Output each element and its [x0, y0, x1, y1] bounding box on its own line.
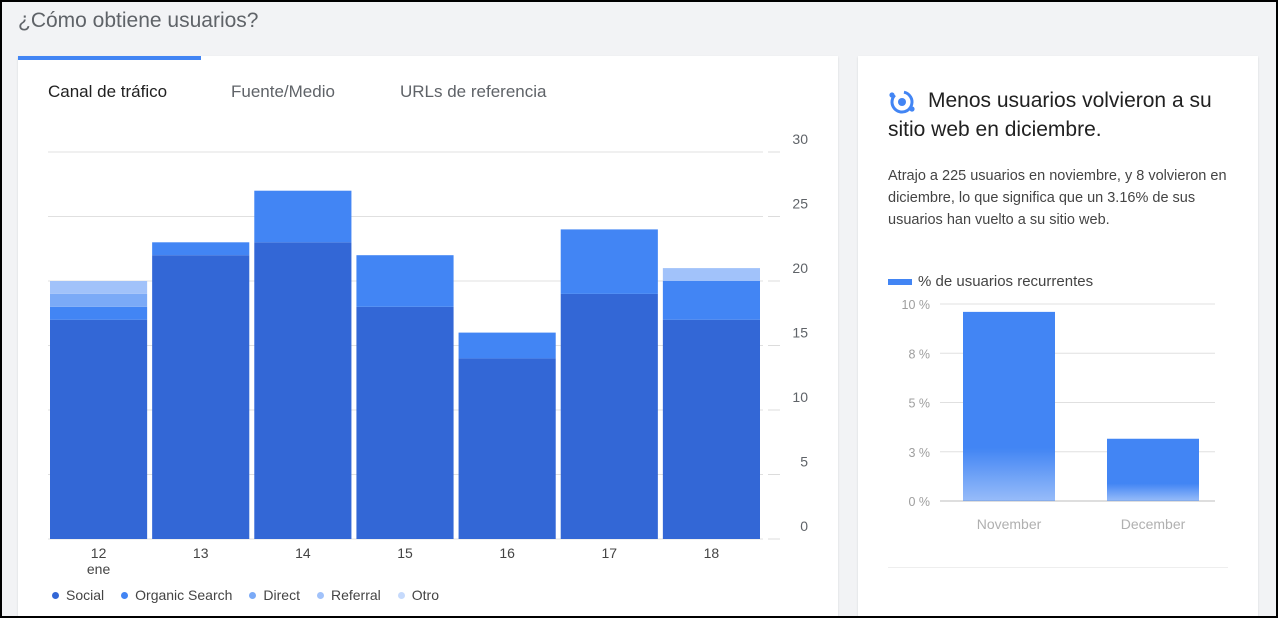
bar-segment-social[interactable] — [50, 319, 148, 539]
y-tick-label: 10 — [792, 389, 808, 405]
mini-y-tick-label: 10 % — [902, 298, 931, 312]
legend-label-social: Social — [66, 587, 105, 603]
mini-chart-legend: % de usuarios recurrentes — [888, 273, 1093, 290]
bar-segment-social[interactable] — [356, 306, 454, 539]
legend-item-referral[interactable]: Referral — [316, 587, 381, 603]
bar-segment-organic-search[interactable] — [662, 281, 760, 320]
tab-fuente-medio[interactable]: Fuente/Medio — [231, 82, 335, 101]
legend-dot-social — [52, 591, 59, 599]
bar-segment-organic-search[interactable] — [50, 306, 148, 320]
legend-dot-direct — [249, 591, 257, 599]
x-tick-label: 12 — [91, 545, 107, 561]
x-tick-label: 14 — [295, 545, 311, 561]
mini-y-tick-label: 0 % — [908, 495, 930, 509]
bar-segment-organic-search[interactable] — [356, 255, 454, 307]
insight-divider — [888, 567, 1228, 568]
mini-bar-december[interactable] — [1107, 438, 1199, 501]
mini-y-tick-label: 5 % — [908, 397, 930, 411]
legend-item-otro[interactable]: Otro — [397, 587, 440, 603]
bar-segment-organic-search[interactable] — [254, 190, 352, 243]
mini-y-tick-label: 8 % — [908, 347, 930, 361]
bar-segment-social[interactable] — [662, 319, 760, 539]
page-title: ¿Cómo obtiene usuarios? — [18, 9, 259, 32]
insight-body: Atrajo a 225 usuarios en noviembre, y 8 … — [888, 168, 1227, 228]
insight-title: Menos usuarios volvieron a su sitio web … — [888, 89, 1212, 141]
legend-label-otro: Otro — [411, 587, 440, 603]
bar-segment-social[interactable] — [458, 358, 556, 539]
bar-segment-organic-search[interactable] — [152, 242, 250, 256]
card-accent-bar — [18, 56, 201, 60]
mini-legend-label: % de usuarios recurrentes — [918, 273, 1094, 290]
mini-x-tick-label: November — [977, 516, 1042, 532]
legend-label-organic-search: Organic Search — [135, 587, 233, 603]
legend-item-direct[interactable]: Direct — [249, 587, 300, 603]
y-tick-label: 15 — [792, 325, 808, 341]
chart-legend: Social Organic Search Direct Referral Ot… — [52, 587, 456, 603]
bar-segment-direct[interactable] — [50, 293, 148, 307]
mini-x-tick-label: December — [1121, 516, 1186, 532]
x-tick-label: 18 — [704, 545, 720, 561]
bar-segment-organic-search[interactable] — [560, 229, 658, 294]
x-tick-label: ene — [87, 561, 111, 577]
bar-segment-social[interactable] — [254, 242, 352, 540]
mini-y-tick-label: 3 % — [908, 446, 930, 460]
legend-label-referral: Referral — [330, 587, 381, 603]
legend-label-direct: Direct — [263, 587, 300, 603]
x-tick-label: 17 — [601, 545, 617, 561]
x-tick-label: 16 — [499, 545, 515, 561]
tab-canal-de-trafico[interactable]: Canal de tráfico — [48, 82, 168, 101]
mini-legend-swatch — [888, 278, 912, 285]
tab-urls-de-referencia[interactable]: URLs de referencia — [400, 82, 547, 101]
y-tick-label: 20 — [792, 260, 808, 276]
x-tick-label: 13 — [193, 545, 209, 561]
legend-item-organic-search[interactable]: Organic Search — [121, 587, 232, 603]
bar-segment-social[interactable] — [152, 255, 250, 539]
insights-icon — [889, 90, 915, 114]
bar-segment-referral[interactable] — [50, 281, 148, 294]
mini-bar-november[interactable] — [963, 311, 1055, 501]
y-tick-label: 25 — [792, 196, 808, 212]
bar-segment-organic-search[interactable] — [458, 332, 556, 359]
legend-item-social[interactable]: Social — [52, 587, 104, 603]
bar-segment-referral[interactable] — [662, 268, 760, 281]
legend-dot-referral — [316, 591, 324, 599]
y-tick-label: 0 — [800, 518, 808, 534]
y-tick-label: 5 — [800, 454, 808, 470]
y-tick-label: 30 — [792, 131, 808, 147]
legend-dot-organic-search — [121, 591, 129, 599]
insight-card — [858, 56, 1258, 618]
legend-dot-otro — [397, 591, 405, 599]
x-tick-label: 15 — [397, 545, 413, 561]
bar-segment-social[interactable] — [560, 293, 658, 539]
